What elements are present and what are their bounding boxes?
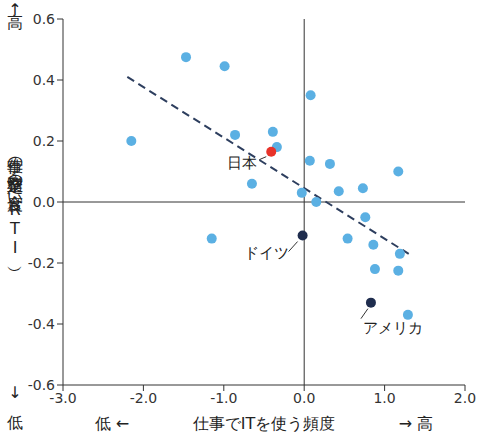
svg-text:-0.6: -0.6 — [28, 377, 55, 393]
svg-text:-2.0: -2.0 — [130, 390, 157, 406]
svg-text:1.0: 1.0 — [373, 390, 395, 406]
html-text:仕事でITを使う頻度: 仕事でITを使う頻度 — [192, 414, 336, 433]
svg-text:日本: 日本 — [227, 154, 257, 172]
svg-text:-1.0: -1.0 — [210, 390, 237, 406]
html-text:→ 高: → 高 — [398, 414, 434, 433]
svg-text:アメリカ: アメリカ — [363, 319, 423, 337]
html-text:仕事の定型業務の度合い（RTI）: 仕事の定型業務の度合い（RTI） — [5, 145, 25, 257]
html-text:↓低: ↓低 — [5, 383, 25, 402]
svg-text:ドイツ: ドイツ — [244, 244, 289, 262]
svg-text:2.0: 2.0 — [454, 390, 476, 406]
svg-text:0.0: 0.0 — [293, 390, 315, 406]
svg-text:0.2: 0.2 — [33, 133, 55, 149]
svg-text:-0.2: -0.2 — [28, 255, 55, 271]
svg-text:0.4: 0.4 — [33, 72, 55, 88]
svg-text:0.0: 0.0 — [33, 194, 55, 210]
svg-text:0.6: 0.6 — [33, 11, 55, 27]
html-text:高↑: 高↑ — [5, 0, 25, 19]
html-text:低 ←: 低 ← — [94, 414, 130, 433]
svg-text:-3.0: -3.0 — [49, 389, 77, 406]
svg-text:-0.4: -0.4 — [28, 316, 55, 332]
